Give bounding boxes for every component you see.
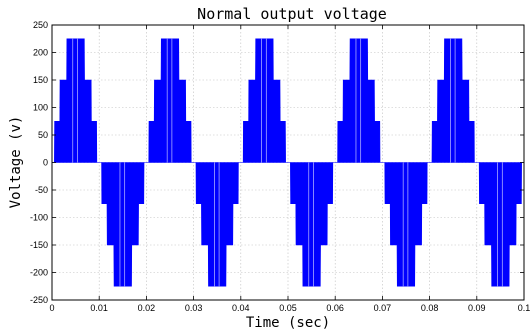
y-tick-label: -200 xyxy=(30,268,48,278)
voltage-waveform xyxy=(52,38,524,287)
axis-ticks: 0 0.01 0.02 0.03 0.04 0.05 0.06 0.07 0.08 0.09 0.1… xyxy=(30,20,530,313)
x-tick-label: 0.04 xyxy=(232,303,250,313)
y-tick-label: -250 xyxy=(30,295,48,305)
y-tick-label: 100 xyxy=(33,103,48,113)
x-tick-label: 0.1 xyxy=(518,303,530,313)
y-tick-label: -150 xyxy=(30,240,48,250)
x-tick-label: 0.07 xyxy=(374,303,392,313)
x-tick-label: 0.01 xyxy=(90,303,108,313)
waveform-series xyxy=(52,38,524,287)
y-tick-label: -50 xyxy=(35,185,48,195)
x-tick-label: 0.08 xyxy=(421,303,439,313)
x-tick-label: 0.03 xyxy=(185,303,203,313)
y-tick-label: 0 xyxy=(43,158,48,168)
x-axis-label: Time (sec) xyxy=(246,315,330,331)
y-tick-label: 150 xyxy=(33,75,48,85)
x-tick-label: 0.02 xyxy=(138,303,156,313)
y-axis-label: Voltage (v) xyxy=(8,116,24,209)
y-tick-label: -100 xyxy=(30,213,48,223)
y-tick-label: 200 xyxy=(33,48,48,58)
x-tick-label: 0.09 xyxy=(468,303,486,313)
x-tick-label: 0.05 xyxy=(279,303,297,313)
y-tick-label: 50 xyxy=(38,130,48,140)
chart-title: Normal output voltage xyxy=(197,5,387,23)
x-tick-label: 0.06 xyxy=(326,303,344,313)
x-tick-label: 0 xyxy=(49,303,54,313)
y-tick-label: 250 xyxy=(33,20,48,30)
